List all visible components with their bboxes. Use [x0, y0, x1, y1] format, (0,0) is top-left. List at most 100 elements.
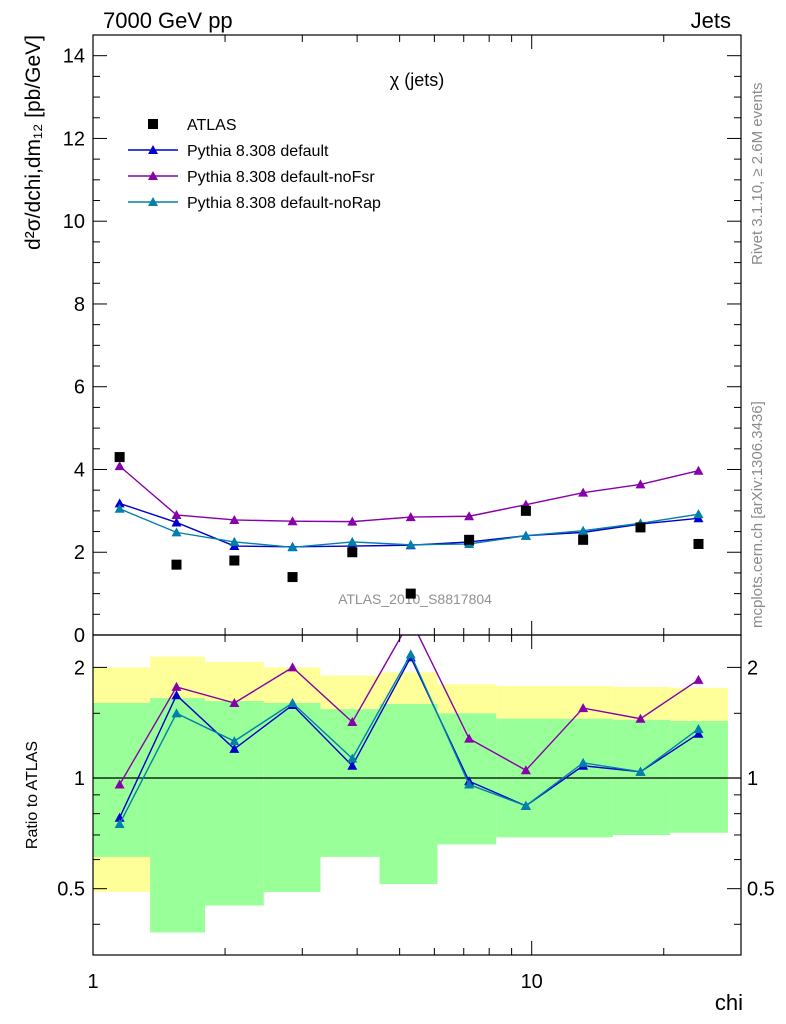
green-band-bin	[612, 719, 671, 835]
ratio-series-marker	[578, 757, 589, 767]
green-band-bin	[204, 701, 264, 906]
legend-marker	[148, 197, 158, 206]
series-marker	[578, 487, 589, 497]
series-line	[119, 502, 699, 548]
green-band-bin	[670, 720, 728, 833]
mcplots-label: mcplots.cern.ch [arXiv:1306.3436]	[749, 401, 766, 628]
main-y-tick-label: 0	[74, 625, 85, 647]
legend-label: Pythia 8.308 default-noRap	[187, 195, 381, 212]
main-y-tick-label: 6	[74, 377, 85, 399]
series-marker	[347, 516, 358, 526]
atlas-data-point	[635, 522, 646, 533]
ratio-series-marker	[171, 681, 182, 691]
main-panel: ATLAS_2010_S8817804 0 2 4 6 8 10 12 14 d²σ/dchi…	[22, 34, 742, 647]
ratio-series-marker	[114, 779, 125, 789]
ratio-series-marker	[693, 674, 704, 684]
ratio-y-tick-label-right: 0.5	[747, 879, 775, 901]
atlas-data-point	[171, 559, 182, 570]
ratio-y-tick-label: 1	[74, 768, 85, 790]
series-marker	[635, 479, 646, 489]
series-marker	[171, 517, 182, 527]
atlas-data-point	[520, 505, 531, 516]
ratio-series-marker	[114, 818, 125, 828]
ratio-series-marker	[635, 713, 646, 723]
ratio-panel: 0.5 0.5 1 1 2 2 1 10 Ratio to ATLAS chi	[24, 614, 775, 1015]
ratio-series-marker	[229, 698, 240, 708]
atlas-data-point	[693, 538, 704, 549]
ratio-series-marker	[405, 649, 416, 659]
legend-label: Pythia 8.308 default-noFsr	[187, 169, 375, 186]
series-line	[119, 465, 699, 523]
ratio-series-marker	[229, 736, 240, 746]
chart-title: χ (jets)	[390, 70, 444, 90]
green-band-bin	[379, 704, 438, 884]
legend-label: Pythia 8.308 default	[187, 143, 329, 160]
ratio-series-marker	[464, 733, 475, 743]
ratio-series-marker	[406, 614, 416, 623]
series-marker	[229, 536, 240, 546]
series-marker	[229, 514, 240, 524]
ratio-y-tick-label-right: 1	[747, 768, 758, 790]
atlas-data-point	[578, 534, 589, 545]
green-band-bin	[263, 703, 321, 892]
ratio-series-marker	[693, 723, 704, 733]
ratio-series-marker	[635, 766, 646, 776]
main-y-ticks: 0 2 4 6 8 10 12 14	[63, 46, 741, 647]
green-band-bin	[150, 698, 205, 933]
main-y-tick-label: 10	[63, 211, 85, 233]
main-y-axis-label: d²σ/dchi,dm₁₂ [pb/GeV]	[22, 35, 45, 250]
series-marker	[287, 516, 298, 526]
ratio-series-marker	[171, 708, 182, 718]
ratio-series-marker	[347, 753, 358, 763]
ratio-series-marker	[287, 662, 298, 672]
ratio-series-marker	[520, 765, 531, 775]
header-left-label: 7000 GeV pp	[103, 8, 233, 33]
header-right-label: Jets	[691, 8, 731, 33]
rivet-label: Rivet 3.1.10, ≥ 2.6M events	[749, 83, 766, 266]
ratio-series-marker	[693, 728, 704, 738]
ratio-y-tick-label: 2	[74, 657, 85, 679]
series-marker	[287, 542, 298, 552]
series-marker	[520, 530, 531, 540]
ratio-series-line	[119, 635, 699, 785]
series-marker	[693, 509, 704, 519]
ratio-series-marker	[520, 800, 531, 810]
legend-marker	[148, 145, 158, 154]
ratio-y-ticks: 0.5 0.5 1 1 2 2	[57, 657, 775, 925]
series-marker	[578, 525, 589, 535]
ratio-series-marker	[464, 779, 475, 789]
series-marker	[171, 527, 182, 537]
atlas-data-point	[229, 555, 240, 566]
main-y-tick-label: 12	[63, 128, 85, 150]
series-marker	[405, 512, 416, 522]
series-marker	[405, 539, 416, 549]
atlas-data-point	[405, 588, 416, 599]
series-marker	[347, 536, 358, 546]
main-y-tick-label: 2	[74, 542, 85, 564]
ratio-series-marker	[347, 760, 358, 770]
ratio-series-marker	[171, 690, 182, 700]
series-marker	[114, 498, 125, 508]
ratio-series-marker	[347, 717, 358, 727]
main-y-tick-label: 14	[63, 46, 85, 68]
legend-marker	[148, 171, 158, 180]
ratio-y-tick-label: 0.5	[57, 879, 85, 901]
series-marker	[114, 461, 125, 471]
atlas-data-point	[464, 534, 475, 545]
atlas-data-point	[114, 452, 125, 463]
legend: ATLAS Pythia 8.308 default Pythia 8.308 de…	[128, 117, 381, 212]
series-marker	[171, 510, 182, 519]
ratio-y-tick-label-right: 2	[747, 657, 758, 679]
x-tick-label: 10	[521, 971, 543, 993]
ratio-y-axis-label: Ratio to ATLAS	[24, 741, 41, 849]
legend-label-atlas: ATLAS	[187, 117, 237, 134]
ratio-bands	[93, 656, 728, 933]
main-y-tick-label: 4	[74, 459, 85, 481]
ratio-series	[114, 614, 704, 828]
series-marker	[693, 465, 704, 475]
ratio-series-marker	[287, 698, 298, 708]
atlas-data-point	[287, 572, 298, 583]
ratio-x-ticks: 1 10	[87, 635, 742, 993]
series-marker	[114, 503, 125, 513]
